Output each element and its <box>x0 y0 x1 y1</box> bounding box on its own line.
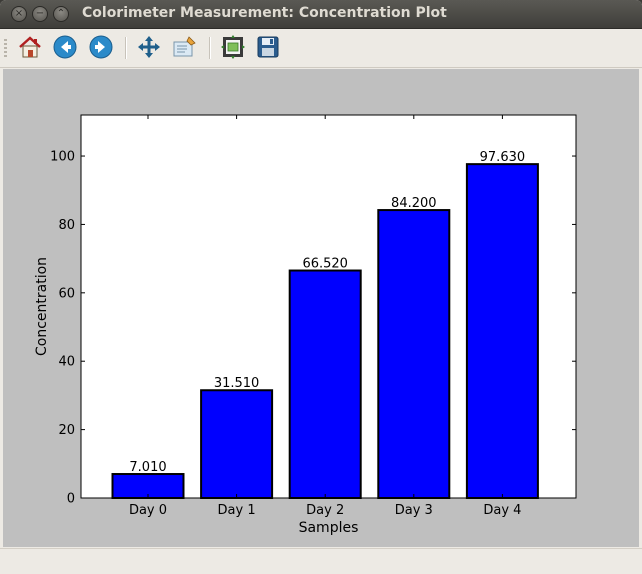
zoom-rect-icon <box>173 36 196 57</box>
toolbar-separator <box>209 37 211 59</box>
data-label-4: 97.630 <box>480 150 526 165</box>
y-tick-label-1: 20 <box>58 423 75 438</box>
y-tick-label-5: 100 <box>50 150 75 165</box>
bar-3 <box>377 209 451 499</box>
forward-button[interactable] <box>88 34 114 60</box>
navigation-toolbar <box>0 29 642 68</box>
figure-canvas[interactable]: 7.010 Day 0 31.510 Day 1 66.520 Day 2 84.200 Da… <box>3 69 639 547</box>
arrow-left-icon <box>53 35 77 59</box>
move-icon <box>138 36 160 58</box>
window-title: Colorimeter Measurement: Concentration P… <box>82 5 447 21</box>
home-icon <box>19 36 41 58</box>
floppy-disk-icon <box>257 36 279 58</box>
toolbar-separator <box>125 37 127 59</box>
data-label-0: 7.010 <box>129 460 166 475</box>
close-icon[interactable]: × <box>11 6 27 22</box>
data-label-1: 31.510 <box>214 376 260 391</box>
y-tick-label-0: 0 <box>67 492 75 507</box>
back-button[interactable] <box>52 34 78 60</box>
pan-button[interactable] <box>136 34 162 60</box>
status-bar <box>0 548 642 574</box>
y-tick-label-3: 60 <box>58 286 75 301</box>
x-tick-label-2: Day 2 <box>306 503 344 518</box>
axes-frame <box>80 114 577 499</box>
y-axis-label: Concentration <box>34 257 50 356</box>
bar-2 <box>288 269 362 499</box>
save-button[interactable] <box>255 34 281 60</box>
x-tick-label-4: Day 4 <box>483 503 521 518</box>
bar-4 <box>465 163 539 500</box>
home-button[interactable] <box>17 34 43 60</box>
x-axis-label: Samples <box>299 520 359 536</box>
minimize-icon[interactable]: − <box>32 6 48 22</box>
subplots-icon <box>221 35 245 59</box>
x-tick-label-1: Day 1 <box>218 503 256 518</box>
arrow-right-icon <box>89 35 113 59</box>
x-tick-label-0: Day 0 <box>129 503 167 518</box>
bar-1 <box>200 389 274 499</box>
maximize-icon[interactable]: ⌃ <box>53 6 69 22</box>
bar-chart: 7.010 Day 0 31.510 Day 1 66.520 Day 2 84.200 Da… <box>34 114 577 536</box>
data-label-2: 66.520 <box>302 257 348 272</box>
x-tick-label-3: Day 3 <box>395 503 433 518</box>
y-tick-label-4: 80 <box>58 218 75 233</box>
y-tick-label-2: 40 <box>58 355 75 370</box>
zoom-button[interactable] <box>172 34 198 60</box>
data-label-3: 84.200 <box>391 196 437 211</box>
title-bar: × − ⌃ Colorimeter Measurement: Concentra… <box>0 0 642 29</box>
toolbar-grip[interactable] <box>4 39 7 57</box>
configure-subplots-button[interactable] <box>220 34 246 60</box>
